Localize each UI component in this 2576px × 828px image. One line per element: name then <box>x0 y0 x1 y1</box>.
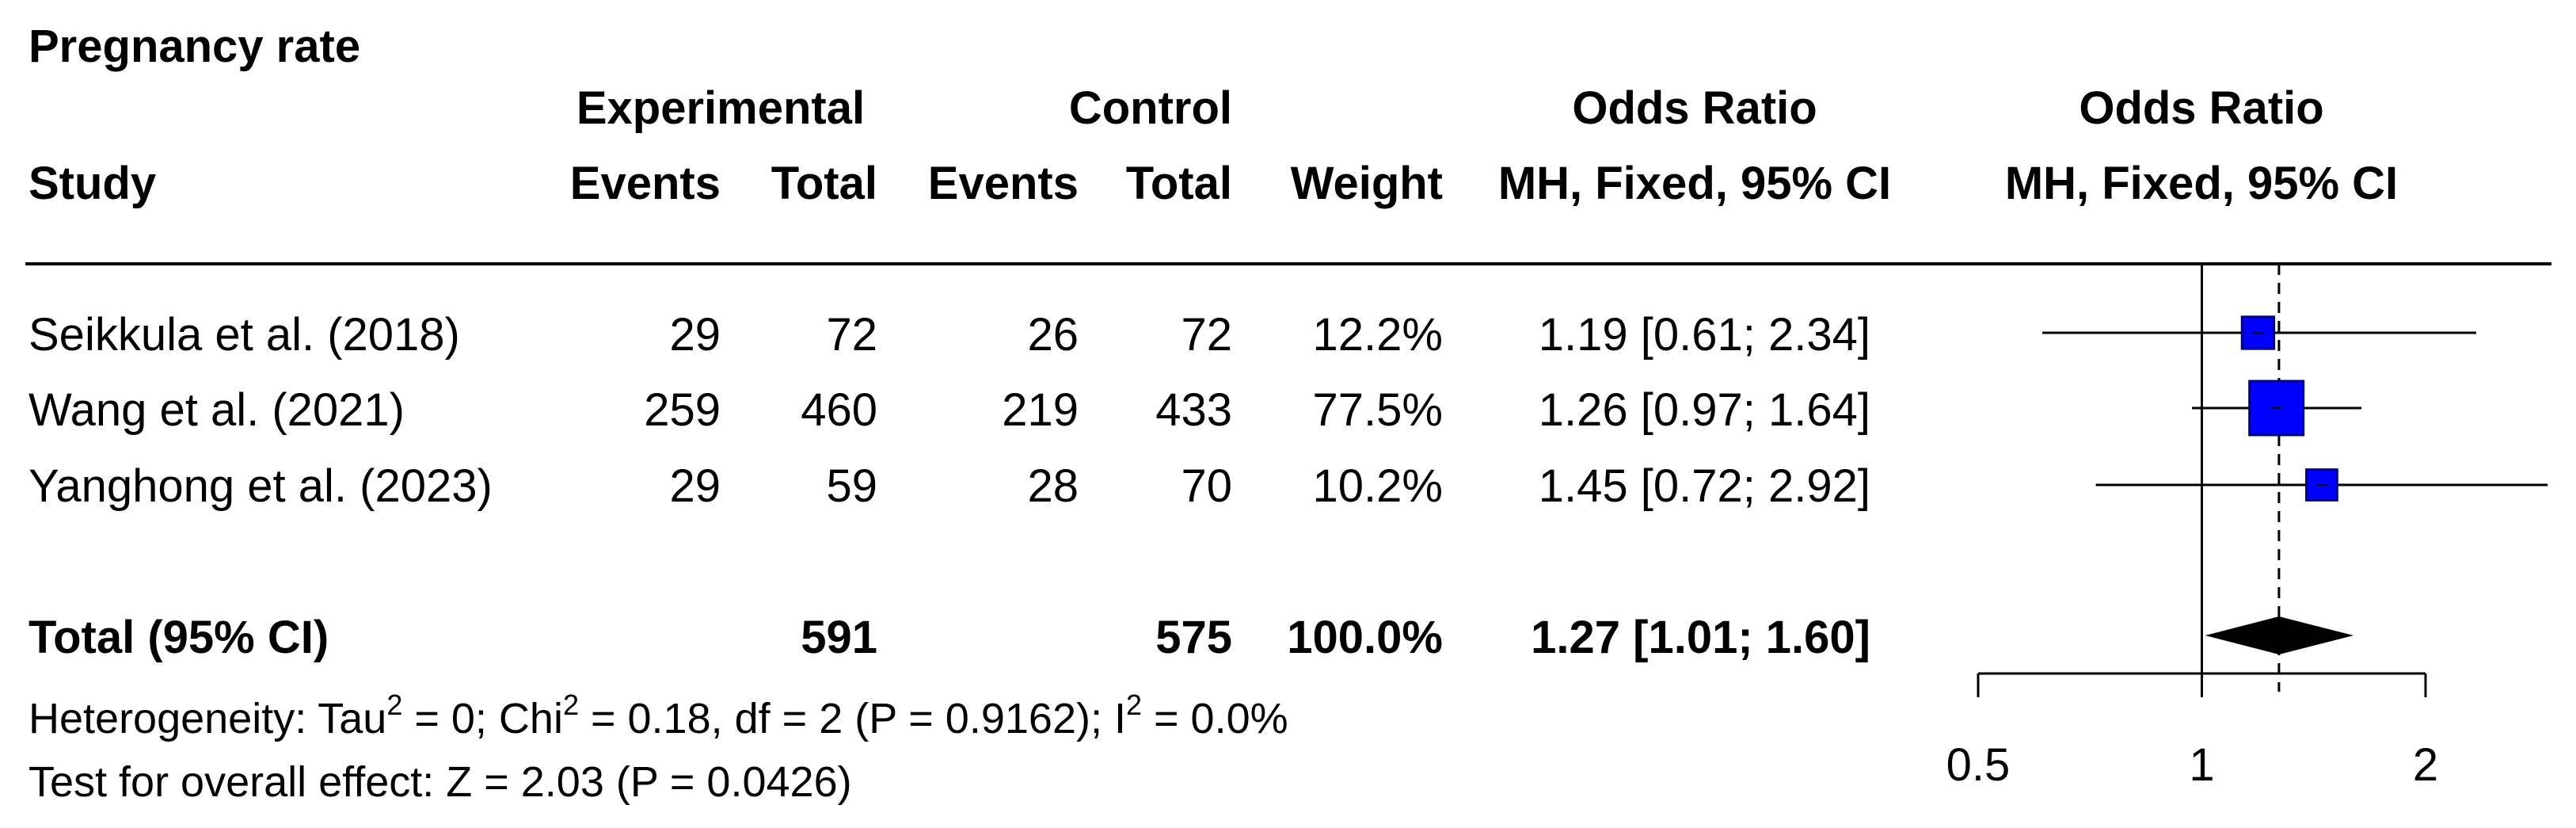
ctl-total-cell: 70 <box>1181 460 1232 512</box>
x-tick-label: 2 <box>2413 739 2438 791</box>
ctl-events-cell: 219 <box>1002 384 1079 436</box>
exp-total-cell: 72 <box>826 309 877 361</box>
heterogeneity-text: Heterogeneity: Tau2 = 0; Chi2 = 0.18, df… <box>29 689 1288 742</box>
header-experimental: Experimental <box>576 82 866 134</box>
header-exp-total: Total <box>771 158 877 209</box>
weight-cell: 10.2% <box>1312 460 1443 512</box>
chart-title: Pregnancy rate <box>29 21 361 72</box>
header-ctl-total: Total <box>1125 158 1232 209</box>
total-ctl-total: 575 <box>1155 612 1232 663</box>
header-odds-ratio: Odds Ratio <box>1572 82 1817 134</box>
ctl-total-cell: 72 <box>1181 309 1232 361</box>
header-method: MH, Fixed, 95% CI <box>1497 158 1892 209</box>
exp-total-cell: 460 <box>801 384 877 436</box>
weight-cell: 77.5% <box>1312 384 1443 436</box>
exp-events-cell: 29 <box>669 460 721 512</box>
header-exp-events: Events <box>569 158 721 209</box>
ctl-total-cell: 433 <box>1155 384 1232 436</box>
ci-cell: 1.19 [0.61; 2.34] <box>1538 309 1870 361</box>
overall-effect-text: Test for overall effect: Z = 2.03 (P = 0… <box>29 758 852 806</box>
pooled-diamond <box>2205 616 2354 654</box>
header-ctl-events: Events <box>927 158 1079 209</box>
ci-cell: 1.45 [0.72; 2.92] <box>1538 460 1870 512</box>
study-name: Wang et al. (2021) <box>29 384 405 436</box>
ci-cell: 1.26 [0.97; 1.64] <box>1538 384 1870 436</box>
total-ci: 1.27 [1.01; 1.60] <box>1531 612 1870 663</box>
x-tick-label: 0.5 <box>1946 739 2011 791</box>
header-method-plot: MH, Fixed, 95% CI <box>2004 158 2399 209</box>
ctl-events-cell: 28 <box>1027 460 1079 512</box>
header-weight: Weight <box>1290 158 1443 209</box>
total-exp-total: 591 <box>801 612 877 663</box>
exp-events-cell: 29 <box>669 309 721 361</box>
weight-cell: 12.2% <box>1312 309 1443 361</box>
study-name: Seikkula et al. (2018) <box>29 309 460 361</box>
total-weight: 100.0% <box>1287 612 1443 663</box>
total-label: Total (95% CI) <box>29 612 329 663</box>
ctl-events-cell: 26 <box>1027 309 1079 361</box>
x-tick-label: 1 <box>2189 739 2214 791</box>
exp-total-cell: 59 <box>826 460 877 512</box>
header-odds-ratio-plot: Odds Ratio <box>2079 82 2324 134</box>
header-control: Control <box>1068 82 1232 134</box>
header-study: Study <box>29 158 157 209</box>
exp-events-cell: 259 <box>644 384 721 436</box>
x-axis: 0.5 1 2 <box>1946 672 2438 791</box>
study-name: Yanghong et al. (2023) <box>29 460 493 512</box>
